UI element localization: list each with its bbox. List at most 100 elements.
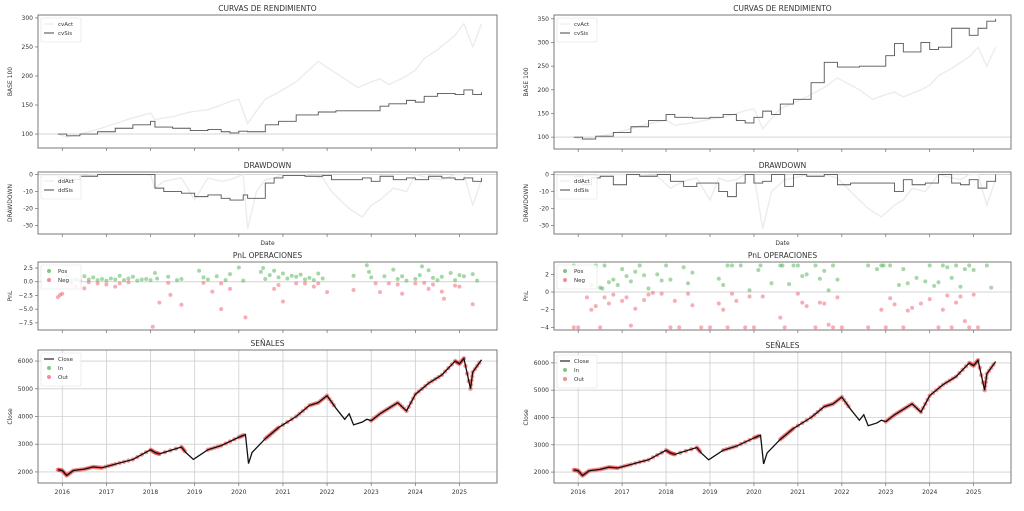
y-tick-label: 5000 xyxy=(534,387,549,394)
y-tick-label: 4000 xyxy=(534,415,549,422)
neg-trade-marker xyxy=(976,325,981,330)
pos-trade-marker xyxy=(780,263,785,268)
neg-trade-marker xyxy=(936,325,941,330)
pos-trade-marker xyxy=(261,266,266,271)
pos-trade-marker xyxy=(382,274,387,279)
neg-trade-marker xyxy=(822,301,827,306)
pos-trade-marker xyxy=(800,274,805,279)
neg-trade-marker xyxy=(650,290,655,295)
x-tick-label: 2022 xyxy=(319,489,334,496)
pos-trade-marker xyxy=(395,277,400,281)
legend-label: In xyxy=(574,368,580,374)
pos-trade-marker xyxy=(126,276,131,281)
neg-trade-marker xyxy=(457,284,462,289)
y-tick-label: 300 xyxy=(538,39,550,46)
legend-box xyxy=(556,354,598,389)
legend: Pos Neg xyxy=(40,264,82,290)
panel-title: SEÑALES xyxy=(251,339,285,348)
legend-label: Out xyxy=(574,377,585,383)
pos-trade-marker xyxy=(690,270,695,275)
pos-trade-marker xyxy=(439,274,444,279)
axes-frame xyxy=(553,14,1012,150)
y-axis-label: DRAWDOWN xyxy=(7,184,14,222)
neg-trade-marker xyxy=(826,322,831,327)
neg-trade-marker xyxy=(672,298,677,303)
pos-trade-marker xyxy=(285,276,290,281)
neg-trade-marker xyxy=(576,325,581,330)
legend-label: Close xyxy=(58,357,74,363)
legend: Close In Out xyxy=(556,354,598,389)
y-tick-label: -10 xyxy=(23,189,33,196)
pos-trade-marker xyxy=(769,281,774,286)
pos-trade-marker xyxy=(457,273,462,278)
axes-frame xyxy=(553,351,1012,484)
pos-trade-marker xyxy=(276,275,281,280)
legend-label: ddAct xyxy=(574,179,591,185)
axes-frame xyxy=(37,349,498,484)
panel-title: CURVAS DE RENDIMIENTO xyxy=(733,4,832,13)
pos-trade-marker xyxy=(795,263,800,268)
axes-frame xyxy=(37,171,498,235)
x-tick-label: 2017 xyxy=(614,489,629,496)
neg-trade-marker xyxy=(150,324,155,329)
neg-trade-marker xyxy=(743,325,748,330)
pos-trade-marker xyxy=(122,278,127,283)
cvact-line xyxy=(57,22,483,138)
y-tick-label: 5000 xyxy=(18,386,33,393)
panel-drawdown: DRAWDOWN DRAWDOWN 0 -10 -20 -30 Date ddAct ddSis xyxy=(7,161,498,247)
pos-trade-marker xyxy=(303,277,308,282)
legend-marker-out xyxy=(563,377,567,381)
neg-trade-marker xyxy=(219,307,224,312)
y-tick-label: 3000 xyxy=(18,441,33,448)
legend-label: cvSis xyxy=(58,31,72,37)
y-tick-label: 0 xyxy=(29,172,33,179)
pos-trade-marker xyxy=(664,263,669,268)
legend-marker-in xyxy=(47,366,51,370)
pos-trade-marker xyxy=(311,278,316,283)
pos-trade-marker xyxy=(813,263,818,268)
x-axis-label: Date xyxy=(775,240,790,247)
x-tick-label: 2019 xyxy=(187,489,202,496)
pos-trade-marker xyxy=(738,263,743,268)
neg-trade-marker xyxy=(628,323,633,328)
pos-trade-marker xyxy=(139,277,144,282)
neg-trade-marker xyxy=(179,302,184,307)
pos-trade-marker xyxy=(227,272,232,277)
neg-trade-marker xyxy=(940,307,945,312)
legend: Close In Out xyxy=(40,352,82,387)
pos-trade-marker xyxy=(804,272,809,277)
y-tick-label: −7.5 xyxy=(18,320,33,327)
neg-trade-marker xyxy=(835,295,840,300)
pos-trade-marker xyxy=(320,276,325,281)
neg-trade-marker xyxy=(751,325,756,330)
pos-trade-marker xyxy=(351,273,356,278)
pos-trade-marker xyxy=(294,274,299,279)
pos-trade-marker xyxy=(659,278,664,283)
neg-trade-marker xyxy=(795,291,800,296)
legend-label: Out xyxy=(58,375,69,381)
panel-title: DRAWDOWN xyxy=(759,161,807,170)
out-signal-markers xyxy=(571,357,996,478)
pos-trade-marker xyxy=(874,267,879,272)
pos-trade-marker xyxy=(419,264,424,269)
axes-frame xyxy=(553,261,1012,331)
y-axis-label: BASE 100 xyxy=(523,67,530,96)
pos-trade-marker xyxy=(404,278,409,283)
x-tick-label: 2021 xyxy=(790,489,805,496)
legend: ddAct ddSis xyxy=(40,174,82,200)
legend-label: In xyxy=(58,366,64,372)
x-tick-label: 2025 xyxy=(966,489,981,496)
legend-marker-pos xyxy=(563,269,567,273)
x-tick-label: 2018 xyxy=(143,489,158,496)
legend-label: ddAct xyxy=(58,179,75,185)
neg-trade-marker xyxy=(879,307,884,312)
neg-trade-marker xyxy=(113,284,118,289)
neg-trade-marker xyxy=(677,325,682,330)
y-tick-label: 200 xyxy=(22,73,34,80)
panel-title: SEÑALES xyxy=(766,341,800,350)
neg-trade-marker xyxy=(659,291,664,296)
neg-trade-marker xyxy=(426,286,431,291)
out-signal-markers xyxy=(55,356,482,478)
panel-title: PnL OPERACIONES xyxy=(748,251,817,260)
y-axis-label: DRAWDOWN xyxy=(523,184,530,222)
